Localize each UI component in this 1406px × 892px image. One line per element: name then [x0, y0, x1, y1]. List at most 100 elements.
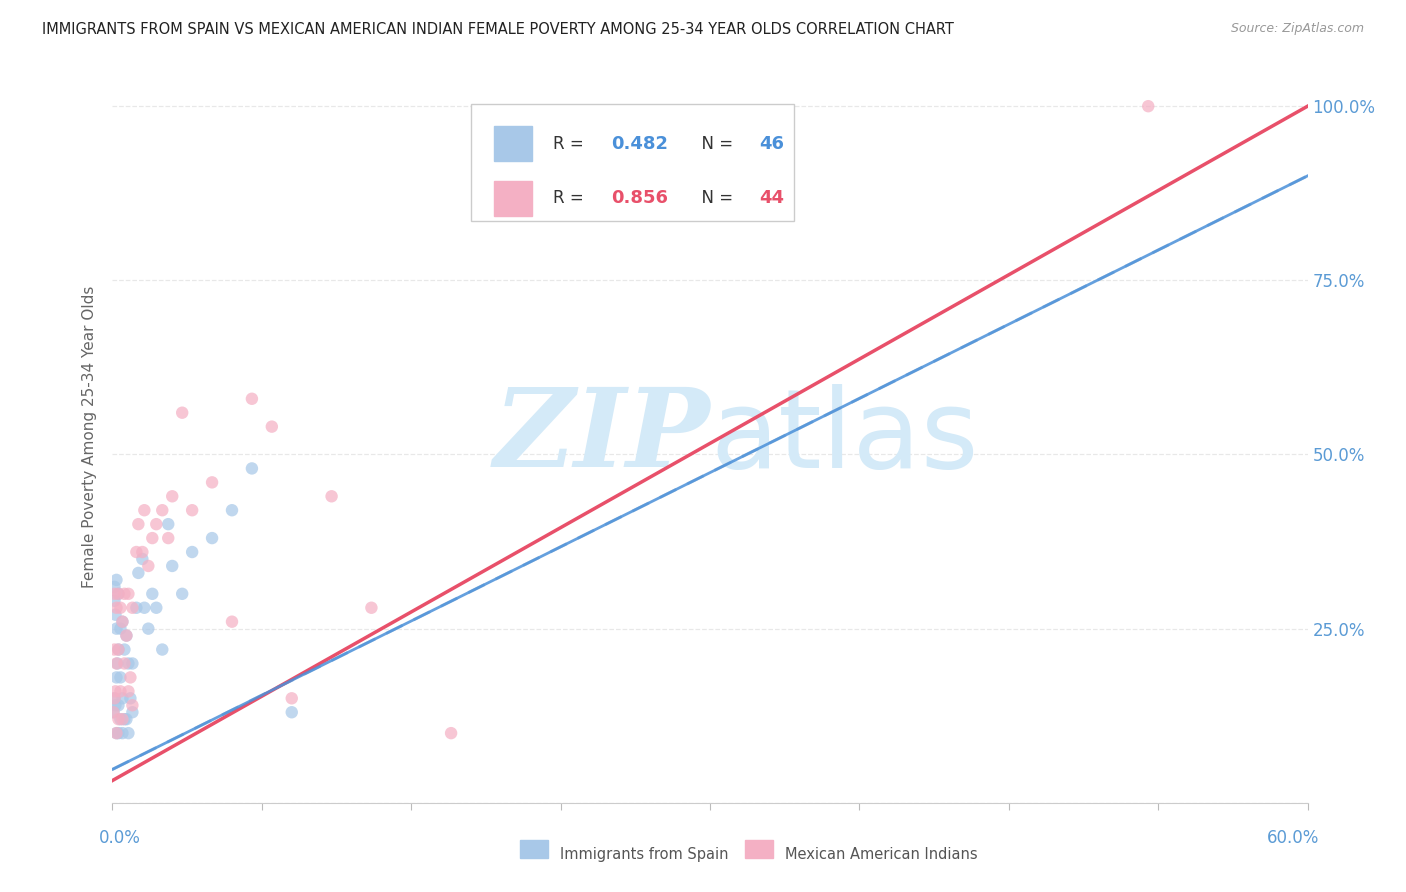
Point	[114, 657, 135, 671]
Bar	[494, 181, 531, 216]
Text: R =: R =	[554, 135, 589, 153]
Point	[131, 545, 153, 559]
Point	[117, 684, 139, 698]
Point	[114, 712, 135, 726]
Point	[120, 691, 142, 706]
Point	[117, 657, 139, 671]
Point	[221, 503, 243, 517]
Bar	[494, 126, 531, 161]
Point	[107, 642, 129, 657]
Point	[107, 698, 129, 713]
Point	[150, 503, 173, 517]
FancyBboxPatch shape	[471, 104, 794, 221]
Point	[103, 642, 125, 657]
Point	[105, 600, 128, 615]
Point	[111, 712, 134, 726]
Point	[107, 587, 129, 601]
Point	[138, 622, 160, 636]
Point	[105, 573, 128, 587]
Point	[107, 642, 129, 657]
Point	[321, 489, 343, 503]
Point	[107, 712, 129, 726]
Point	[111, 691, 134, 706]
Point	[221, 615, 243, 629]
Point	[157, 531, 180, 545]
Text: ZIP: ZIP	[494, 384, 710, 491]
Point	[103, 594, 125, 608]
Point	[201, 475, 224, 490]
Point	[134, 600, 156, 615]
Point	[162, 489, 183, 503]
Point	[103, 587, 125, 601]
Point	[121, 600, 143, 615]
Point	[127, 517, 149, 532]
Point	[127, 566, 149, 580]
Text: 0.0%: 0.0%	[98, 829, 141, 847]
Point	[281, 705, 304, 719]
Point	[1137, 99, 1160, 113]
Point	[103, 691, 125, 706]
Point	[111, 726, 134, 740]
Point	[121, 657, 143, 671]
Point	[110, 684, 132, 698]
Point	[104, 698, 127, 713]
Point	[107, 726, 129, 740]
Point	[360, 600, 382, 615]
Point	[115, 629, 138, 643]
Point	[125, 600, 148, 615]
Text: Source: ZipAtlas.com: Source: ZipAtlas.com	[1230, 22, 1364, 36]
Point	[103, 705, 125, 719]
Point	[105, 670, 128, 684]
Point	[121, 698, 143, 713]
Text: atlas: atlas	[710, 384, 979, 491]
Point	[141, 587, 163, 601]
Point	[117, 587, 139, 601]
Point	[111, 615, 134, 629]
Text: 44: 44	[759, 189, 785, 208]
Point	[181, 545, 204, 559]
Point	[162, 558, 183, 573]
Point	[181, 503, 204, 517]
Point	[117, 726, 139, 740]
Point	[281, 691, 304, 706]
Point	[111, 615, 134, 629]
Point	[201, 531, 224, 545]
Point	[172, 587, 194, 601]
Text: IMMIGRANTS FROM SPAIN VS MEXICAN AMERICAN INDIAN FEMALE POVERTY AMONG 25-34 YEAR: IMMIGRANTS FROM SPAIN VS MEXICAN AMERICA…	[42, 22, 955, 37]
Text: 46: 46	[759, 135, 785, 153]
Point	[131, 552, 153, 566]
Point	[145, 517, 167, 532]
Point	[104, 684, 127, 698]
Point	[103, 580, 125, 594]
Text: Mexican American Indians: Mexican American Indians	[785, 847, 977, 862]
Point	[145, 600, 167, 615]
Point	[157, 517, 180, 532]
Text: R =: R =	[554, 189, 589, 208]
Point	[110, 670, 132, 684]
Point	[240, 461, 263, 475]
Point	[121, 705, 143, 719]
Point	[440, 726, 463, 740]
Point	[105, 622, 128, 636]
Text: Immigrants from Spain: Immigrants from Spain	[560, 847, 728, 862]
Point	[120, 670, 142, 684]
Text: N =: N =	[690, 135, 738, 153]
Point	[103, 705, 125, 719]
Point	[107, 657, 129, 671]
Point	[103, 691, 125, 706]
Y-axis label: Female Poverty Among 25-34 Year Olds: Female Poverty Among 25-34 Year Olds	[82, 286, 97, 588]
Point	[260, 419, 283, 434]
Text: 0.856: 0.856	[610, 189, 668, 208]
Point	[110, 622, 132, 636]
Point	[104, 607, 127, 622]
Point	[110, 712, 132, 726]
Text: N =: N =	[690, 189, 738, 208]
Point	[105, 657, 128, 671]
Point	[138, 558, 160, 573]
Point	[115, 629, 138, 643]
Point	[141, 531, 163, 545]
Point	[105, 726, 128, 740]
Point	[105, 726, 128, 740]
Point	[172, 406, 194, 420]
Point	[150, 642, 173, 657]
